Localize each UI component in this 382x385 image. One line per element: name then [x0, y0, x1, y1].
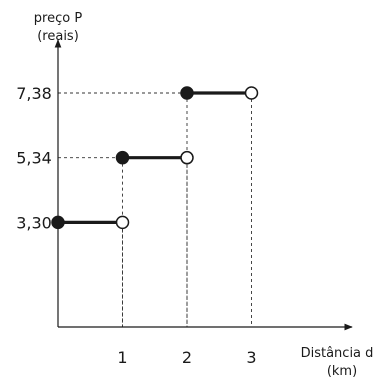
step-start-point-1: [51, 215, 65, 230]
x-axis-title-line-2: (km): [327, 364, 357, 379]
step-segments: [51, 86, 259, 230]
y-tick-labels: 3,30 5,34 7,38: [16, 84, 52, 232]
y-tick-label-3: 7,38: [16, 84, 52, 103]
step-start-point-3: [180, 86, 194, 100]
y-tick-label-1: 3,30: [16, 213, 52, 232]
x-axis-title-line-1: Distância d: [301, 346, 374, 361]
guide-lines: [58, 92, 252, 327]
x-tick-label-3: 3: [246, 348, 256, 367]
x-tick-label-1: 1: [117, 348, 127, 367]
y-axis-title-line-1: preço P: [34, 11, 83, 26]
step-end-point-1: [115, 215, 130, 230]
y-tick-label-2: 5,34: [16, 149, 52, 168]
x-tick-labels: 1 2 3: [117, 348, 256, 367]
step-end-point-3: [244, 86, 259, 100]
y-axis-title-line-2: (reais): [37, 29, 79, 44]
step-start-point-2: [115, 150, 130, 165]
step-end-point-2: [180, 150, 194, 165]
x-tick-label-2: 2: [182, 348, 192, 367]
